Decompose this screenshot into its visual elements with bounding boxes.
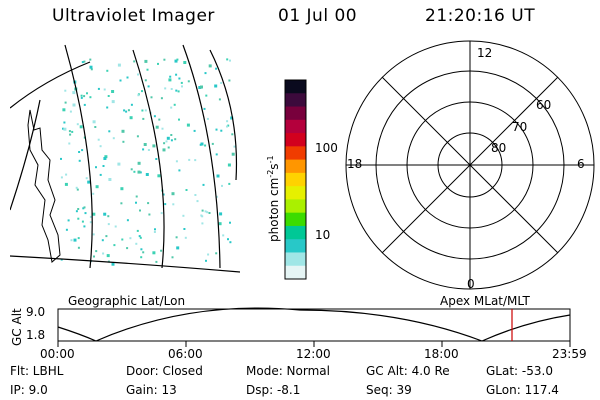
imager-title: Ultraviolet Imager — [52, 6, 215, 26]
info-field: Gain: 13 — [126, 383, 177, 397]
info-field: Dsp: -8.1 — [246, 383, 301, 397]
alt-tick-1-8: 1.8 — [26, 328, 46, 342]
mlat-label-70: 70 — [512, 120, 528, 134]
time-tick-1800: 18:00 — [424, 347, 459, 361]
info-field: GLat: -53.0 — [486, 364, 553, 378]
image-time: 21:20:16 UT — [425, 6, 536, 26]
geographic-grid-lines — [10, 44, 240, 273]
mlat-label-80: 80 — [491, 141, 507, 155]
colorbar-tick-100: 100 — [315, 141, 338, 155]
polar-grid — [345, 40, 595, 290]
info-field: IP: 9.0 — [10, 383, 48, 397]
colorbar — [284, 79, 307, 280]
mlt-label-0: 0 — [467, 277, 475, 291]
time-tick-0600: 06:00 — [168, 347, 203, 361]
aurora-emission-dots — [60, 58, 236, 266]
geographic-label: Geographic Lat/Lon — [68, 294, 186, 308]
image-date: 01 Jul 00 — [278, 6, 358, 26]
info-field: Seq: 39 — [366, 383, 412, 397]
colorbar-unit-label: photon cm-2s-1 — [266, 155, 281, 242]
info-field: GC Alt: 4.0 Re — [366, 364, 450, 378]
time-tick-2359: 23:59 — [552, 347, 587, 361]
mlt-label-12: 12 — [477, 46, 493, 60]
mlt-label-6: 6 — [577, 157, 585, 171]
altitude-plot — [57, 307, 571, 347]
alt-tick-9: 9.0 — [26, 305, 46, 319]
info-field: Flt: LBHL — [10, 364, 64, 378]
coastline — [27, 109, 61, 263]
colorbar-tick-10: 10 — [315, 228, 331, 242]
time-tick-0000: 00:00 — [40, 347, 75, 361]
mlat-label-60: 60 — [536, 98, 552, 112]
geographic-image-panel — [10, 44, 240, 273]
info-field: Mode: Normal — [246, 364, 330, 378]
apex-label: Apex MLat/MLT — [440, 294, 530, 308]
altitude-ylabel: GC Alt — [10, 308, 24, 346]
time-tick-1200: 12:00 — [296, 347, 331, 361]
mlt-label-18: 18 — [347, 157, 363, 171]
info-field: GLon: 117.4 — [486, 383, 559, 397]
altitude-curve — [57, 307, 571, 342]
info-field: Door: Closed — [126, 364, 203, 378]
